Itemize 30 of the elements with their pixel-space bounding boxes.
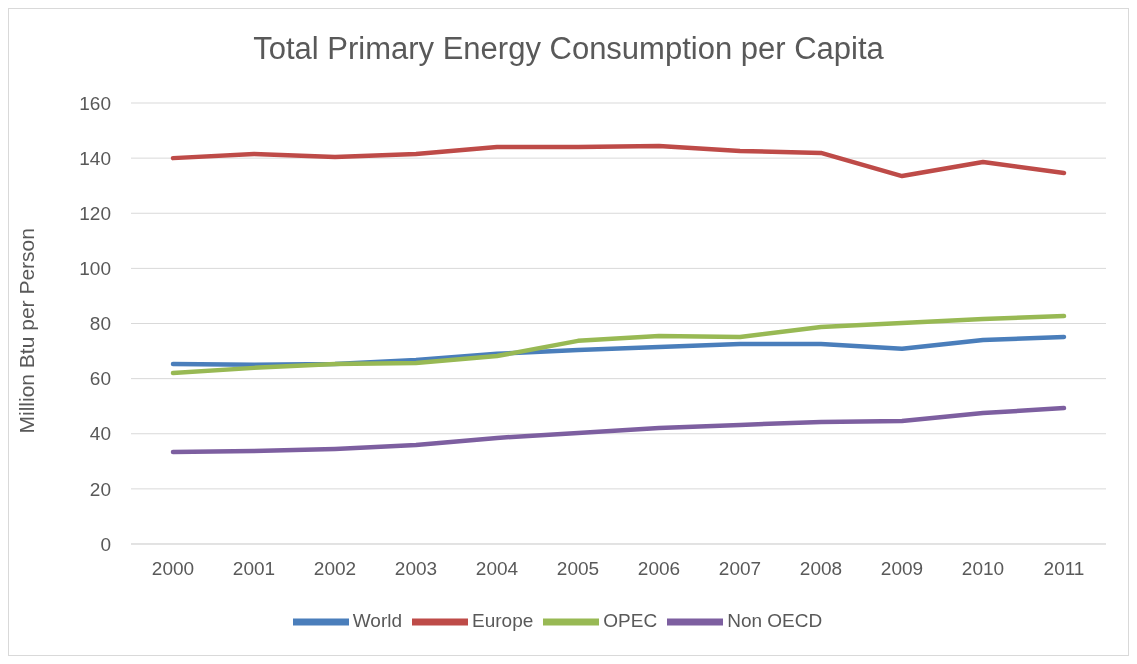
y-tick-label: 160 (79, 92, 111, 114)
legend-label: Non OECD (727, 610, 823, 632)
x-tick-label: 2001 (232, 558, 276, 580)
x-tick-label: 2004 (475, 558, 519, 580)
x-tick-label: 2011 (1043, 558, 1085, 580)
x-tick-label: 2005 (556, 558, 600, 580)
line-series (170, 313, 1067, 376)
y-tick-label: 140 (79, 147, 111, 169)
x-tick-label: 2000 (151, 558, 195, 580)
legend-label: World (352, 610, 403, 632)
y-tick-label: 0 (100, 533, 111, 555)
line-series (170, 405, 1067, 455)
y-axis-title: Million Btu per Person (15, 228, 39, 434)
x-tick-label: 2010 (961, 558, 1005, 580)
x-tick-label: 2008 (799, 558, 843, 580)
y-tick-label: 40 (89, 423, 111, 445)
y-tick-label: 20 (89, 478, 111, 500)
y-tick-label: 100 (79, 258, 111, 280)
x-tick-label: 2009 (880, 558, 924, 580)
y-tick-label: 120 (79, 202, 111, 224)
y-tick-label: 80 (89, 313, 111, 335)
legend-label: Europe (472, 610, 534, 632)
chart-title: Total Primary Energy Consumption per Capita (252, 30, 885, 68)
x-tick-label: 2007 (718, 558, 762, 580)
x-tick-label: 2006 (637, 558, 681, 580)
y-tick-label: 60 (89, 368, 111, 390)
legend-label: OPEC (603, 610, 658, 632)
x-tick-label: 2003 (394, 558, 438, 580)
x-tick-label: 2002 (313, 558, 357, 580)
line-series (170, 143, 1067, 179)
